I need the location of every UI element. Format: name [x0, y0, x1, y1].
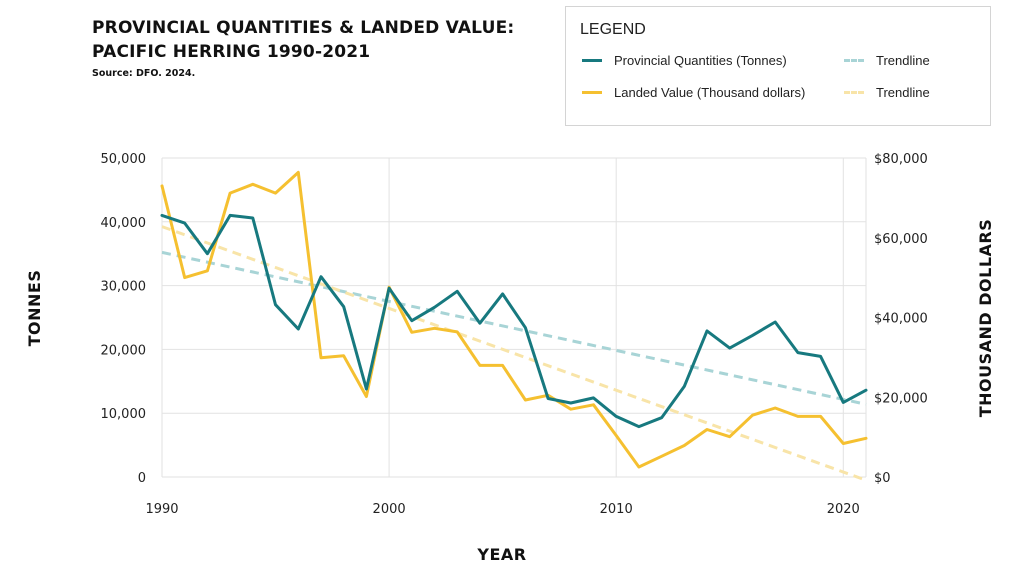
legend: LEGEND Provincial Quantities (Tonnes) Tr… [565, 6, 991, 126]
right-tick-label: $80,000 [874, 152, 928, 167]
left-tick-label: 0 [138, 471, 146, 486]
gridlines [161, 157, 867, 478]
x-axis-ticks: 1990 2000 2010 2020 [145, 502, 859, 517]
left-axis-ticks: 0 10,000 20,000 30,000 40,000 50,000 [101, 152, 147, 486]
left-tick-label: 30,000 [101, 280, 147, 295]
chart-title-line2: PACIFIC HERRING 1990-2021 [92, 42, 371, 62]
legend-item-quantities: Provincial Quantities (Tonnes) [582, 53, 787, 68]
legend-item-quantities-trend: Trendline [844, 53, 930, 68]
legend-label-quantities: Provincial Quantities (Tonnes) [614, 53, 787, 68]
legend-swatch-value-trend [844, 91, 864, 94]
left-axis-title: TONNES [25, 270, 44, 347]
right-axis-title: THOUSAND DOLLARS [976, 219, 995, 418]
legend-label-value: Landed Value (Thousand dollars) [614, 85, 806, 100]
x-axis-title: YEAR [476, 545, 526, 564]
x-tick-label: 2020 [827, 502, 860, 517]
right-tick-label: $40,000 [874, 312, 928, 327]
legend-swatch-quantities-trend [844, 59, 864, 62]
chart-title-line1: PROVINCIAL QUANTITIES & LANDED VALUE: [92, 18, 515, 38]
series-line-1 [161, 250, 867, 406]
x-tick-label: 2010 [600, 502, 633, 517]
x-tick-label: 1990 [145, 502, 178, 517]
legend-item-value: Landed Value (Thousand dollars) [582, 85, 805, 100]
legend-label-quantities-trend: Trendline [876, 53, 930, 68]
legend-title: LEGEND [580, 21, 646, 38]
series-line-3 [161, 225, 867, 482]
left-tick-label: 50,000 [101, 152, 147, 167]
left-tick-label: 40,000 [101, 216, 147, 231]
legend-item-value-trend: Trendline [844, 85, 930, 100]
right-axis-ticks: $0 $20,000 $40,000 $60,000 $80,000 [874, 152, 928, 486]
series-line-2 [160, 170, 868, 469]
x-tick-label: 2000 [373, 502, 406, 517]
legend-swatch-quantities [582, 59, 602, 62]
right-tick-label: $0 [874, 471, 891, 486]
chart-series [160, 170, 868, 482]
legend-swatch-value [582, 91, 602, 94]
right-tick-label: $60,000 [874, 232, 928, 247]
chart-source: Source: DFO. 2024. [92, 68, 196, 79]
right-tick-label: $20,000 [874, 391, 928, 406]
legend-label-value-trend: Trendline [876, 85, 930, 100]
left-tick-label: 10,000 [101, 407, 147, 422]
left-tick-label: 20,000 [101, 343, 147, 358]
title-block: PROVINCIAL QUANTITIES & LANDED VALUE: PA… [92, 16, 514, 79]
series-line-0 [160, 213, 868, 429]
